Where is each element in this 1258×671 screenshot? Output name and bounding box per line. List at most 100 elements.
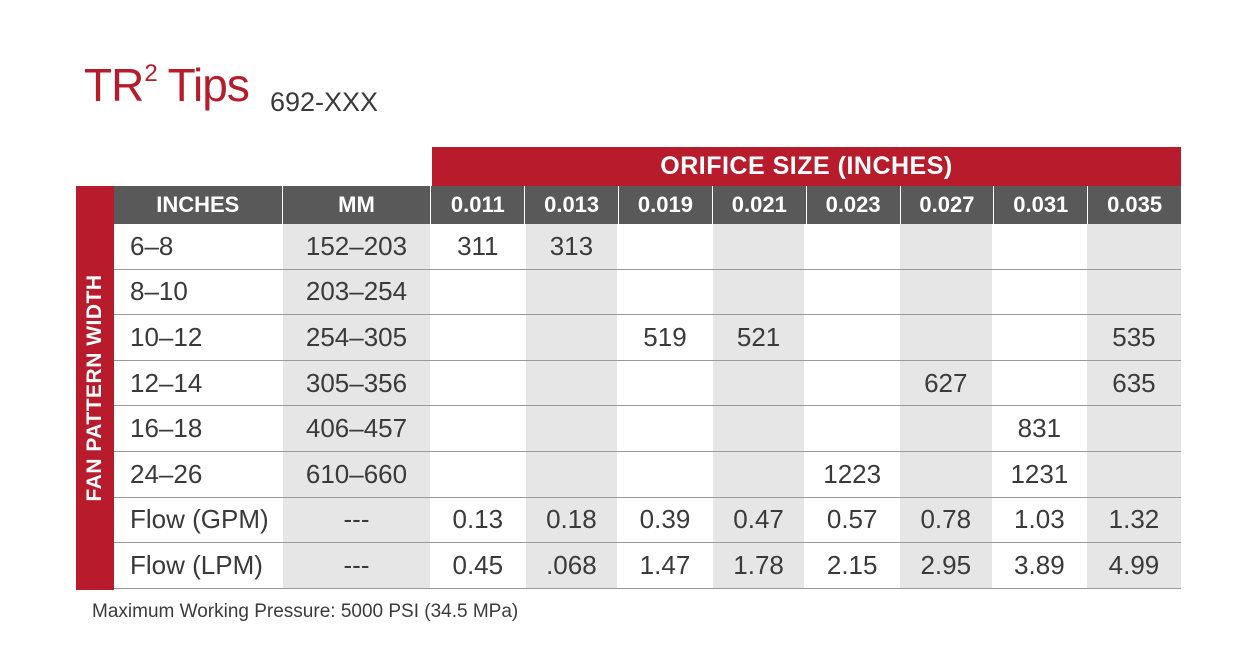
table-cell: 635 [1087, 360, 1181, 406]
table-cell [432, 451, 526, 497]
table-cell: 627 [899, 360, 994, 406]
table-cell: .068 [525, 543, 620, 588]
table-cell: 831 [994, 406, 1088, 451]
table-cell: 1.47 [619, 543, 713, 588]
table-cell: 8–10 [114, 269, 283, 315]
orifice-size-header: ORIFICE SIZE (INCHES) [432, 147, 1181, 186]
table-cell: 1223 [806, 451, 900, 497]
table-cell: 24–26 [114, 451, 283, 497]
table-cell: 1.32 [1087, 497, 1181, 543]
table-cell [619, 406, 713, 451]
table-cell [994, 315, 1088, 360]
table-cell: 2.15 [806, 543, 900, 588]
table-cell: 4.99 [1087, 543, 1181, 588]
column-header: 0.013 [525, 186, 620, 224]
table-cell [712, 360, 807, 406]
table-cell [619, 224, 713, 269]
table-cell [432, 269, 526, 315]
table-cell [1087, 269, 1181, 315]
table-cell [899, 315, 994, 360]
table-cell [712, 269, 807, 315]
column-header: INCHES [114, 186, 283, 224]
table-cell: 0.13 [432, 497, 526, 543]
title-text: TR [84, 59, 144, 111]
table-cell: 311 [432, 224, 526, 269]
table-cell [994, 360, 1088, 406]
table-cell [619, 451, 713, 497]
table-row: Flow (LPM) --- 0.45.068 1.47 1.78 2.15 2.95 3.8… [114, 543, 1181, 589]
table-cell [619, 360, 713, 406]
title-suffix: Tips [156, 59, 250, 111]
table-cell [899, 451, 994, 497]
title-superscript: 2 [144, 59, 157, 87]
table-row: 6–8 152–203 311 313 [114, 224, 1181, 270]
table-row: 16–18 406–457 831 [114, 406, 1181, 452]
table-cell: 0.39 [619, 497, 713, 543]
column-header: 0.027 [901, 186, 995, 224]
table-cell [899, 224, 994, 269]
pressure-note: Maximum Working Pressure: 5000 PSI (34.5… [92, 601, 519, 622]
table-row: 8–10 203–254 [114, 269, 1181, 316]
table-cell: --- [283, 543, 432, 588]
fan-pattern-width-text: FAN PATTERN WIDTH [83, 274, 106, 502]
table-cell: 6–8 [114, 224, 283, 269]
table-cell: 16–18 [114, 406, 283, 451]
table-cell [806, 224, 900, 269]
tips-table: INCHES MM 0.011 0.013 0.019 0.021 0.023 0.027 0.… [114, 186, 1181, 589]
table-cell [806, 406, 900, 451]
fan-pattern-width-label: FAN PATTERN WIDTH [76, 186, 114, 590]
table-cell [432, 315, 526, 360]
table-cell: 3.89 [994, 543, 1088, 588]
table-cell [1087, 451, 1181, 497]
table-cell [1087, 406, 1181, 451]
table-cell [525, 269, 620, 315]
table-cell: 152–203 [283, 224, 432, 269]
table-cell: 519 [619, 315, 713, 360]
table-row: 24–26 610–660 1223 1231 [114, 451, 1181, 498]
table-cell: 0.78 [899, 497, 994, 543]
table-cell [806, 360, 900, 406]
table-cell [525, 360, 620, 406]
table-cell: 0.18 [525, 497, 620, 543]
table-cell [432, 406, 526, 451]
table-cell [712, 406, 807, 451]
table-cell [712, 224, 807, 269]
table-cell [525, 315, 620, 360]
table-cell [899, 269, 994, 315]
table-cell: 0.57 [806, 497, 900, 543]
table-cell: 406–457 [283, 406, 432, 451]
table-row: 12–14 305–356 627 635 [114, 360, 1181, 407]
table-cell: 203–254 [283, 269, 432, 315]
table-cell: Flow (GPM) [114, 497, 283, 543]
table-cell: 1.78 [712, 543, 807, 588]
table-cell [806, 269, 900, 315]
table-cell: 535 [1087, 315, 1181, 360]
column-header: 0.011 [431, 186, 526, 224]
table-cell: 313 [525, 224, 620, 269]
column-header: MM [283, 186, 432, 224]
table-cell: 10–12 [114, 315, 283, 360]
table-row: 10–12 254–305 519 521 535 [114, 315, 1181, 361]
table-cell [619, 269, 713, 315]
table-cell [806, 315, 900, 360]
table-cell: 305–356 [283, 360, 432, 406]
table-cell [525, 406, 620, 451]
table-cell: 521 [712, 315, 807, 360]
column-header-row: INCHES MM 0.011 0.013 0.019 0.021 0.023 0.027 0.… [114, 186, 1181, 224]
page-title: TR2 Tips [84, 59, 250, 111]
column-header: 0.031 [994, 186, 1089, 224]
table-cell: 0.47 [712, 497, 807, 543]
table-cell: --- [283, 497, 432, 543]
table-cell: 0.45 [432, 543, 526, 588]
table-cell: 2.95 [899, 543, 994, 588]
table-cell: 254–305 [283, 315, 432, 360]
table-cell: 610–660 [283, 451, 432, 497]
part-number: 692-XXX [270, 87, 379, 117]
table-cell [712, 451, 807, 497]
column-header: 0.023 [807, 186, 901, 224]
column-header: 0.035 [1107, 192, 1163, 217]
table-cell: 12–14 [114, 360, 283, 406]
table-cell [525, 451, 620, 497]
table-cell [994, 269, 1088, 315]
table-cell: Flow (LPM) [114, 543, 283, 588]
